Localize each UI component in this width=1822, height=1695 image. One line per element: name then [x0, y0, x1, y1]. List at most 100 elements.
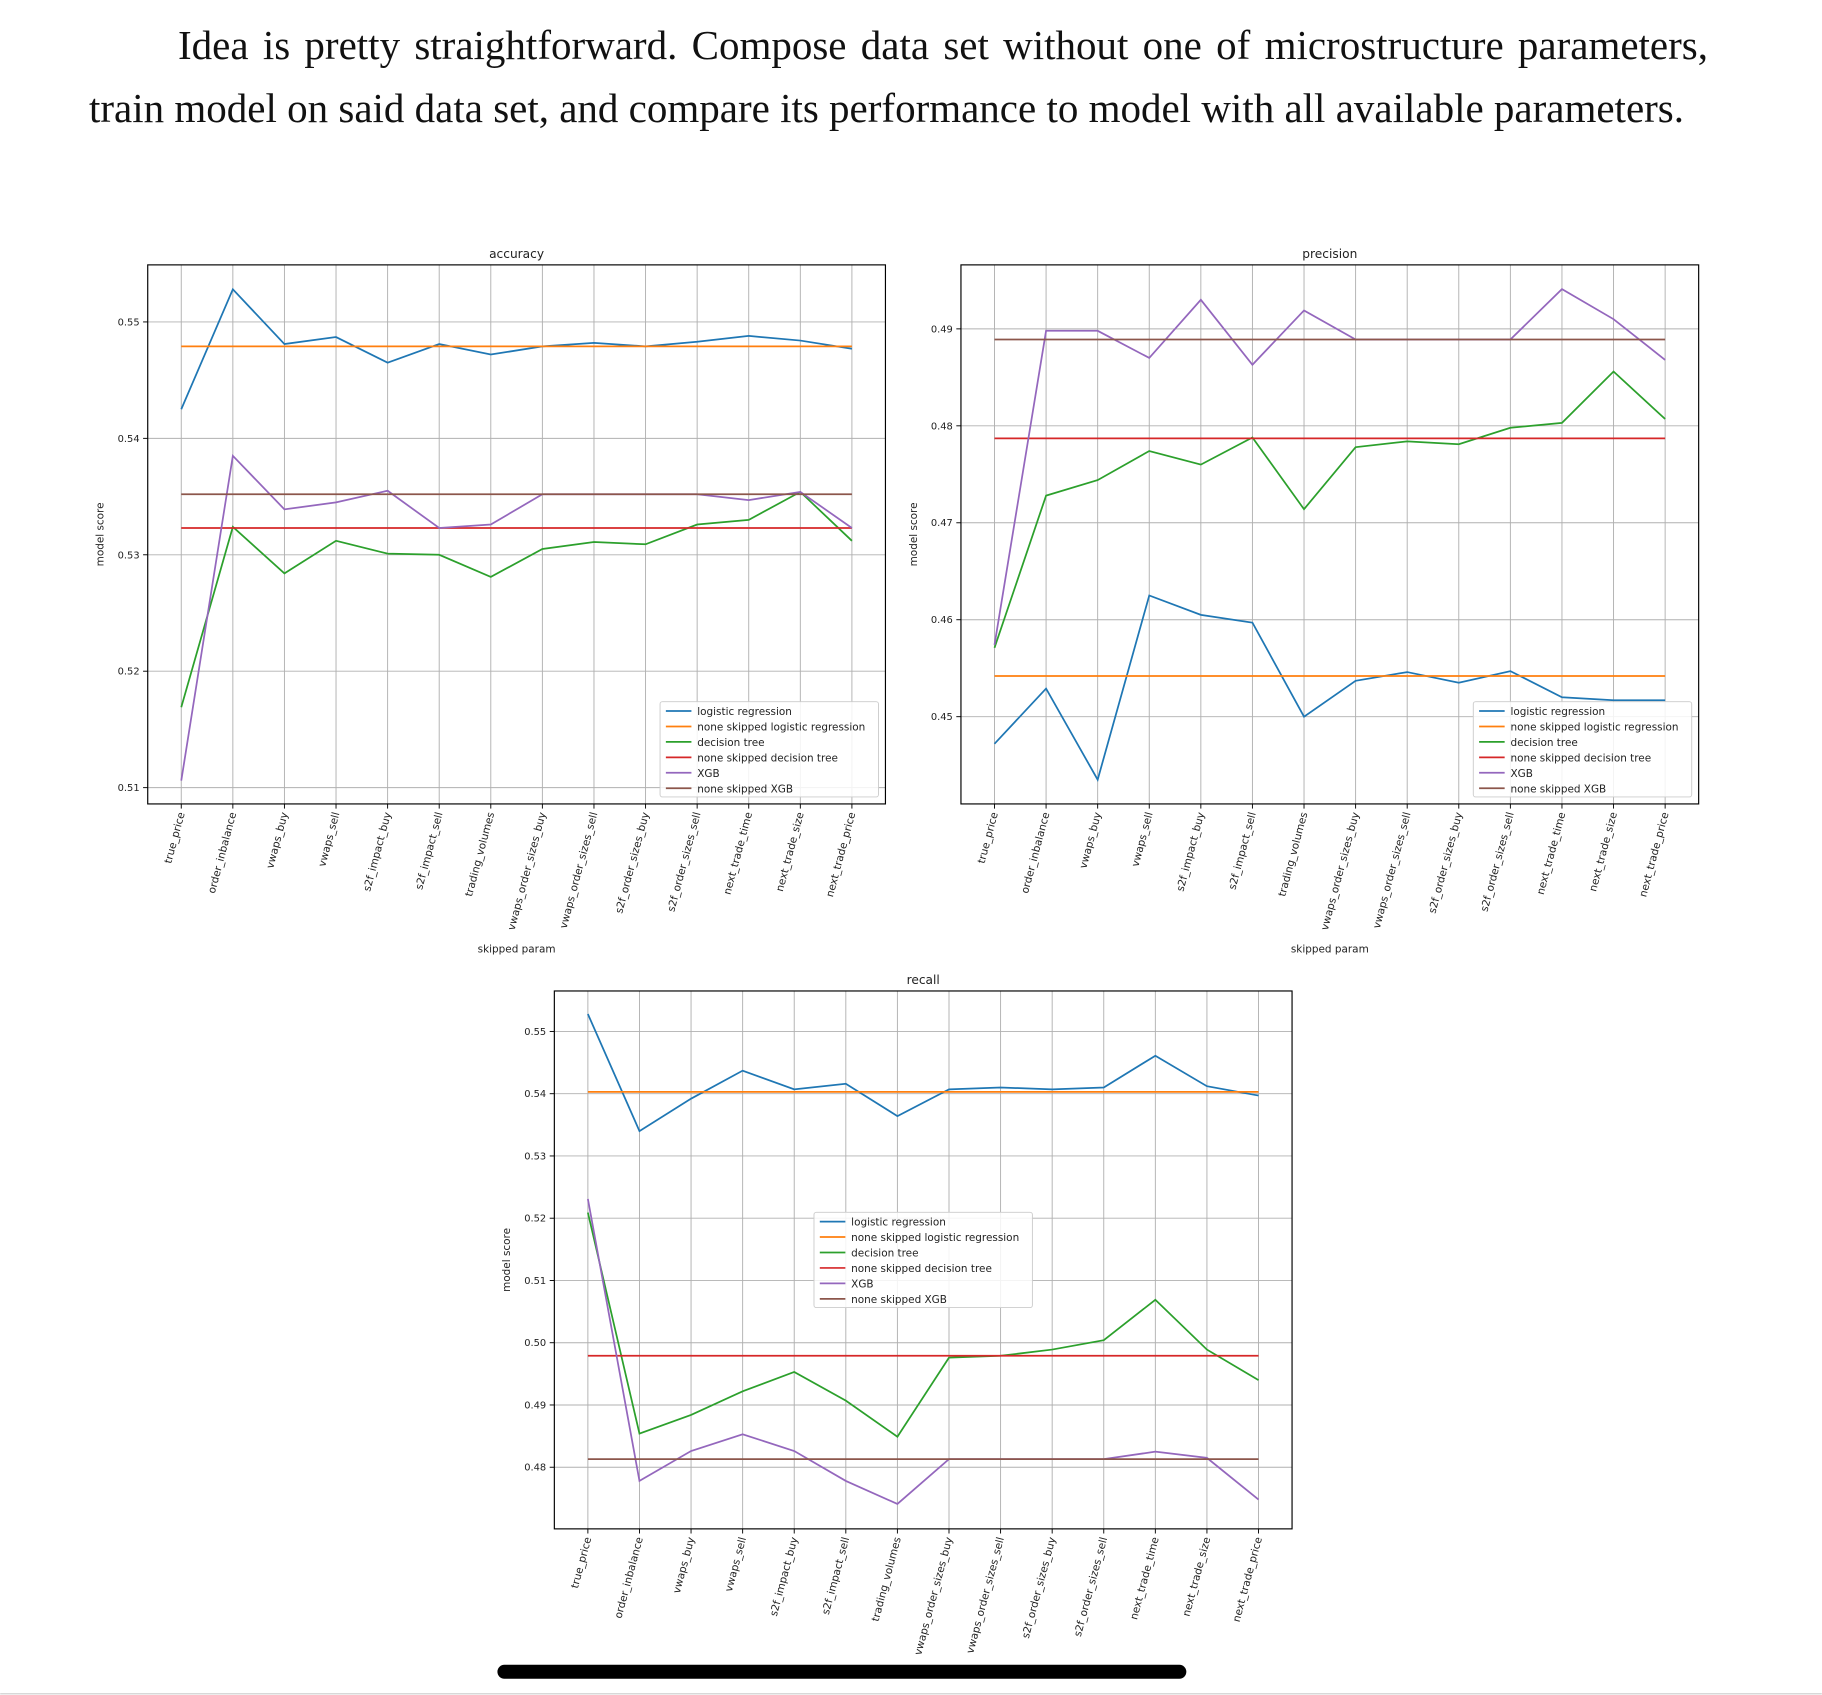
legend-label: none skipped XGB	[1510, 783, 1606, 795]
legend-label: none skipped logistic regression	[697, 722, 865, 734]
x-tick-label: trading_volumes	[463, 811, 497, 898]
x-tick-label: vwaps_sell	[316, 811, 342, 868]
x-tick-label: vwaps_sell	[1130, 811, 1156, 868]
x-tick-label: vwaps_order_sizes_buy	[506, 811, 549, 932]
x-tick-label: s2f_order_sizes_buy	[1427, 811, 1466, 915]
y-axis-label: model score	[501, 1228, 513, 1292]
series-line	[587, 1198, 1260, 1505]
x-tick-label: s2f_impact_buy	[1175, 811, 1208, 893]
y-tick-label: 0.55	[524, 1027, 546, 1038]
plot-frame	[147, 264, 887, 805]
legend-label: XGB	[1510, 768, 1532, 780]
x-tick-label: next_trade_size	[1587, 811, 1620, 893]
legend-label: none skipped XGB	[697, 783, 793, 795]
x-tick-label: order_inbalance	[206, 811, 239, 895]
y-tick-label: 0.53	[524, 1151, 546, 1162]
legend-label: XGB	[851, 1278, 873, 1290]
x-tick-label: vwaps_order_sizes_sell	[964, 1536, 1007, 1655]
legend-box	[1472, 701, 1693, 798]
legend-label: logistic regression	[851, 1217, 946, 1229]
chart-title: recall	[907, 973, 940, 987]
y-axis-label: model score	[95, 502, 107, 566]
y-tick-label: 0.52	[118, 667, 140, 678]
series-line	[993, 288, 1666, 646]
y-tick-label: 0.47	[931, 518, 953, 529]
legend-label: none skipped logistic regression	[851, 1232, 1019, 1244]
y-tick-label: 0.49	[524, 1400, 546, 1411]
x-tick-label: true_price	[162, 811, 187, 865]
x-tick-label: order_inbalance	[613, 1536, 646, 1620]
legend-label: none skipped logistic regression	[1510, 722, 1678, 734]
legend-label: decision tree	[851, 1248, 918, 1260]
paragraph: Idea is pretty straightforward. Compose …	[89, 22, 1708, 131]
x-tick-label: next_trade_price	[824, 811, 858, 899]
x-tick-label: s2f_order_sizes_sell	[665, 811, 703, 913]
x-tick-label: next_trade_size	[1181, 1536, 1214, 1618]
legend-label: decision tree	[697, 737, 764, 749]
legend-box	[813, 1211, 1033, 1309]
legend-label: logistic regression	[1510, 706, 1605, 718]
home-indicator	[497, 1664, 1187, 1679]
series-line	[993, 370, 1666, 649]
series-line	[993, 594, 1666, 782]
y-tick-label: 0.54	[524, 1089, 546, 1100]
x-tick-label: s2f_order_sizes_buy	[613, 811, 652, 915]
y-tick-label: 0.55	[118, 317, 140, 328]
x-tick-label: next_trade_time	[1535, 811, 1569, 896]
x-axis-label: skipped param	[478, 944, 556, 956]
legend-label: none skipped decision tree	[851, 1263, 992, 1275]
x-tick-label: vwaps_buy	[264, 811, 291, 870]
x-axis-label: skipped param	[1291, 944, 1369, 956]
y-tick-label: 0.54	[118, 434, 140, 445]
x-tick-label: trading_volumes	[1276, 811, 1310, 898]
x-tick-label: s2f_impact_buy	[361, 811, 394, 893]
x-tick-label: vwaps_order_sizes_sell	[558, 811, 601, 930]
y-tick-label: 0.49	[931, 324, 953, 335]
legend-box	[659, 701, 879, 798]
x-tick-label: order_inbalance	[1019, 811, 1052, 895]
legend-label: decision tree	[1510, 737, 1577, 749]
x-tick-label: vwaps_order_sizes_sell	[1371, 811, 1414, 930]
x-tick-label: vwaps_buy	[671, 1536, 698, 1595]
x-tick-label: next_trade_time	[722, 811, 756, 896]
x-tick-label: vwaps_buy	[1077, 811, 1104, 870]
y-tick-label: 0.48	[931, 421, 953, 432]
x-tick-label: s2f_impact_sell	[1227, 811, 1259, 891]
plot-frame	[553, 990, 1293, 1530]
series-line	[587, 1212, 1259, 1438]
y-tick-label: 0.45	[931, 712, 953, 723]
series-line	[180, 453, 853, 781]
x-tick-label: s2f_order_sizes_sell	[1479, 811, 1517, 913]
legend-label: none skipped decision tree	[697, 752, 838, 764]
x-tick-label: s2f_impact_buy	[768, 1536, 801, 1618]
y-tick-label: 0.46	[931, 615, 953, 626]
series-line	[180, 287, 853, 410]
x-tick-label: true_price	[569, 1536, 594, 1590]
chart-title: precision	[1302, 247, 1357, 261]
y-tick-label: 0.51	[118, 783, 140, 794]
x-tick-label: vwaps_order_sizes_buy	[912, 1536, 955, 1657]
series-line	[180, 490, 853, 708]
y-tick-label: 0.52	[524, 1214, 546, 1225]
x-tick-label: trading_volumes	[870, 1536, 904, 1623]
x-tick-label: s2f_impact_sell	[820, 1536, 852, 1616]
y-tick-label: 0.51	[524, 1276, 546, 1287]
x-tick-label: next_trade_price	[1637, 811, 1671, 899]
legend-label: none skipped XGB	[851, 1294, 947, 1306]
legend-label: none skipped decision tree	[1510, 752, 1651, 764]
y-tick-label: 0.53	[118, 550, 140, 561]
plot-frame	[960, 264, 1700, 805]
x-tick-label: next_trade_time	[1128, 1536, 1162, 1621]
series-line	[587, 1013, 1259, 1133]
x-tick-label: s2f_impact_sell	[413, 811, 445, 891]
x-tick-label: vwaps_sell	[723, 1536, 749, 1593]
chart-title: accuracy	[489, 247, 544, 261]
y-tick-label: 0.48	[524, 1463, 546, 1474]
legend-label: logistic regression	[697, 706, 792, 718]
x-tick-label: next_trade_size	[774, 811, 807, 893]
legend-label: XGB	[697, 768, 719, 780]
y-tick-label: 0.50	[524, 1338, 546, 1349]
y-axis-label: model score	[908, 502, 920, 566]
